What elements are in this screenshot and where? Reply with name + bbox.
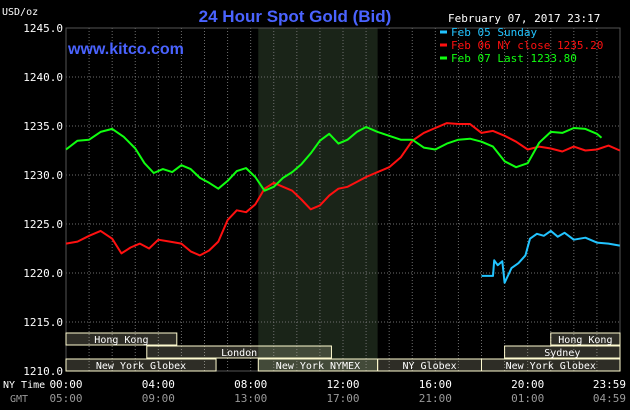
y-tick-label: 1240.0 [23, 71, 63, 84]
x-tick-label-gmt: 13:00 [234, 392, 267, 405]
y-axis-label: USD/oz [2, 7, 38, 18]
y-tick-label: 1245.0 [23, 22, 63, 35]
x-tick-label-ny: 08:00 [234, 378, 267, 391]
legend-label: Feb 06 NY close 1235.20 [451, 39, 603, 52]
x-tick-label-gmt: 05:00 [49, 392, 82, 405]
y-tick-label: 1235.0 [23, 120, 63, 133]
series-line-2 [65, 122, 621, 257]
x-tick-label-ny: 20:00 [511, 378, 544, 391]
y-tick-label: 1230.0 [23, 169, 63, 182]
date-label: February 07, 2017 23:17 [448, 12, 600, 25]
x-tick-label-ny: 04:00 [142, 378, 175, 391]
session-bar [550, 332, 621, 346]
session-label: New York Globex [506, 361, 596, 372]
session-label: Hong Kong [558, 335, 612, 346]
x-tick-label-ny: 16:00 [419, 378, 452, 391]
session-bar [481, 358, 621, 372]
series-line-1 [481, 229, 620, 284]
x-tick-label-gmt: 01:00 [511, 392, 544, 405]
session-bar [65, 358, 217, 372]
x-tick-label-ny: 00:00 [49, 378, 82, 391]
chart-title: 24 Hour Spot Gold (Bid) [199, 7, 392, 26]
y-tick-label: 1220.0 [23, 267, 63, 280]
legend-label: Feb 05 Sunday [451, 26, 537, 39]
y-tick-label: 1225.0 [23, 218, 63, 231]
session-label: London [221, 348, 257, 359]
session-label: NY Globex [402, 361, 456, 372]
session-bar [504, 345, 621, 359]
x-tick-label-gmt: 04:59 [593, 392, 626, 405]
y-tick-label: 1215.0 [23, 316, 63, 329]
gmt-axis-label: GMT [10, 394, 28, 405]
x-tick-label-gmt: 17:00 [326, 392, 359, 405]
y-tick-label: 1210.0 [23, 365, 63, 378]
x-tick-label-ny: 23:59 [593, 378, 626, 391]
x-tick-label-gmt: 21:00 [419, 392, 452, 405]
website-link[interactable]: www.kitco.com [67, 41, 184, 58]
legend-label: Feb 07 Last 1233.80 [451, 52, 577, 65]
session-label: Hong Kong [94, 335, 148, 346]
session-label: New York Globex [96, 361, 186, 372]
session-bar [146, 345, 332, 359]
x-tick-label-gmt: 09:00 [142, 392, 175, 405]
session-label: New York NYMEX [276, 361, 360, 372]
x-tick-label-ny: 12:00 [326, 378, 359, 391]
series-line-3 [65, 126, 603, 192]
session-bar [65, 332, 178, 346]
ny-time-axis-label: NY Time [3, 380, 45, 391]
nymex-session-band [258, 28, 378, 371]
session-label: Sydney [544, 348, 580, 359]
